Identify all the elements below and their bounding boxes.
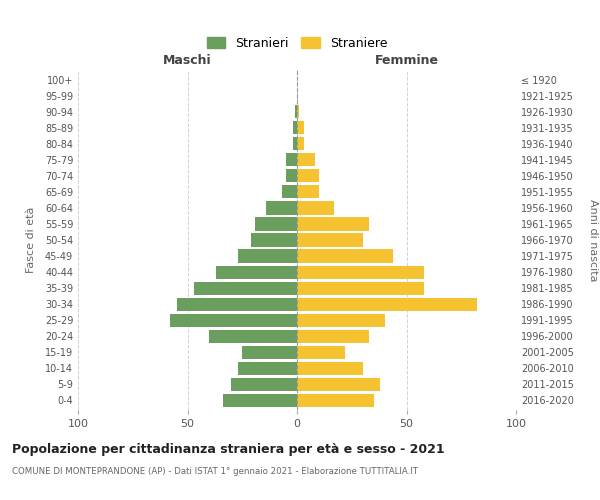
Bar (293, 137, 297, 150)
Y-axis label: Anni di nascita: Anni di nascita (587, 198, 598, 281)
Bar (238, 250, 297, 262)
Bar (256, 218, 297, 230)
Bar (232, 378, 297, 391)
Bar (297, 378, 380, 391)
Bar (297, 330, 369, 343)
Bar (216, 266, 297, 278)
Bar (297, 170, 319, 182)
Bar (297, 266, 424, 278)
Bar (281, 186, 297, 198)
Bar (266, 202, 297, 214)
Bar (297, 394, 374, 407)
Legend: Stranieri, Straniere: Stranieri, Straniere (202, 32, 392, 55)
Bar (286, 170, 297, 182)
Bar (297, 218, 369, 230)
Bar (297, 186, 319, 198)
Bar (297, 250, 394, 262)
Bar (238, 362, 297, 375)
Bar (251, 234, 297, 246)
Bar (297, 282, 424, 294)
Bar (242, 346, 297, 359)
Bar (297, 202, 334, 214)
Bar (293, 121, 297, 134)
Bar (297, 137, 304, 150)
Bar (297, 153, 314, 166)
Bar (297, 121, 304, 134)
Y-axis label: Fasce di età: Fasce di età (26, 207, 37, 273)
Bar (297, 234, 362, 246)
Bar (297, 314, 385, 327)
Bar (223, 394, 297, 407)
Text: Popolazione per cittadinanza straniera per età e sesso - 2021: Popolazione per cittadinanza straniera p… (12, 442, 445, 456)
Bar (297, 105, 299, 118)
Bar (297, 362, 362, 375)
Bar (297, 298, 476, 310)
Text: COMUNE DI MONTEPRANDONE (AP) - Dati ISTAT 1° gennaio 2021 - Elaborazione TUTTITA: COMUNE DI MONTEPRANDONE (AP) - Dati ISTA… (12, 468, 418, 476)
Bar (209, 330, 297, 343)
Bar (176, 298, 297, 310)
Bar (170, 314, 297, 327)
Bar (297, 346, 345, 359)
Text: Maschi: Maschi (163, 54, 212, 66)
Bar (295, 105, 297, 118)
Bar (286, 153, 297, 166)
Text: Femmine: Femmine (374, 54, 439, 66)
Bar (194, 282, 297, 294)
